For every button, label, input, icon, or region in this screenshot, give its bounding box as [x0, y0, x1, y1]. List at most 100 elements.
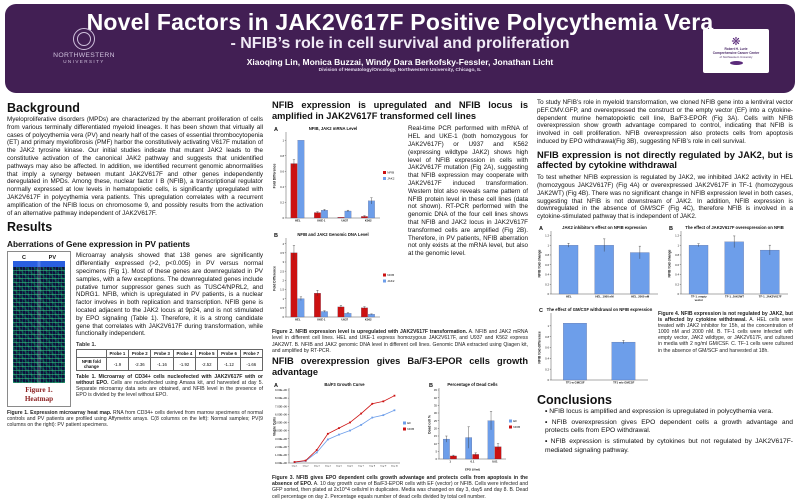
northwestern-seal-icon: [73, 28, 95, 50]
svg-text:15: 15: [434, 434, 438, 438]
svg-text:0.2: 0.2: [675, 282, 679, 286]
figure3-row: Ba/F3 Growth Curve A 0.00E+00 1.00E+06 2.00E…: [272, 380, 530, 473]
svg-text:35: 35: [434, 404, 438, 408]
svg-text:TF-1_JAK2WT: TF-1_JAK2WT: [725, 295, 744, 299]
svg-text:NFIB: NFIB: [407, 427, 414, 431]
svg-text:0: 0: [282, 315, 284, 319]
svg-text:NFIB: NFIB: [513, 425, 520, 429]
svg-text:Viable Cells: Viable Cells: [273, 417, 277, 436]
svg-text:vector: vector: [695, 298, 704, 302]
figure1-row: C PV Figure 1. Heatmap Microarray analys…: [7, 251, 264, 407]
lurie-line2: Comprehensive Cancer Center: [712, 51, 760, 56]
svg-text:A: A: [274, 127, 278, 133]
svg-text:NFIB fold difference: NFIB fold difference: [538, 331, 542, 363]
figure3-caption: Figure 3. NFIB gives EPO dependent cells…: [272, 475, 529, 500]
table1-header: Probe 7: [239, 349, 264, 359]
table1-cell: -1.66: [239, 357, 264, 372]
figure2-side-text: Real-time PCR performed with mRNA of HEL…: [408, 125, 528, 258]
table1-cell: -2.52: [194, 357, 219, 372]
svg-text:U937: U937: [341, 219, 348, 223]
fig3a-growth-curve-chart: Ba/F3 Growth Curve A 0.00E+00 1.00E+06 2.00E…: [272, 380, 424, 473]
fig2b-genomic-bar-chart: NFIB and JAK2 Genomic DNA Level B 0 0.5 1 1.5…: [272, 230, 404, 327]
conclusions-list: NFIB locus is amplified and expression i…: [545, 408, 793, 456]
svg-text:5.00E+06: 5.00E+06: [275, 421, 287, 425]
results-subheading: Aberrations of Gene expression in PV pat…: [7, 239, 191, 250]
svg-text:0: 0: [677, 292, 679, 296]
svg-text:0.1: 0.1: [471, 460, 475, 464]
svg-text:Dead cell %: Dead cell %: [428, 415, 432, 434]
poster-affiliation: Division of Hematology/Oncology, Northwe…: [318, 68, 482, 74]
svg-text:1: 1: [547, 243, 549, 247]
svg-text:0.6: 0.6: [675, 263, 679, 267]
svg-text:40: 40: [434, 396, 438, 400]
svg-text:0: 0: [547, 378, 549, 382]
poster-subtitle: - NFIB’s role in cell survival and proli…: [230, 35, 570, 53]
svg-text:A: A: [274, 383, 278, 389]
heatmap-label-c: C: [22, 255, 26, 262]
svg-text:4.00E+06: 4.00E+06: [275, 429, 287, 433]
svg-text:K562: K562: [365, 219, 372, 223]
fig4b-overexpression-chart: The effect of JAK2V617F overexpression o…: [667, 222, 793, 303]
svg-text:Day 9: Day 9: [380, 466, 386, 468]
heatmap-column-labels: C PV: [13, 255, 65, 261]
table1-header: Probe 4: [172, 349, 197, 359]
svg-text:NFIB: NFIB: [387, 171, 394, 175]
northwestern-university-label: UNIVERSITY: [63, 59, 105, 64]
svg-text:Fold Difference: Fold Difference: [273, 266, 277, 291]
svg-text:TF-1_JAK2V617F: TF-1_JAK2V617F: [759, 295, 782, 299]
svg-text:Day 2: Day 2: [303, 466, 309, 468]
svg-text:0.8: 0.8: [545, 335, 549, 339]
table1-cell: -1.12: [217, 357, 241, 372]
svg-text:0.4: 0.4: [280, 185, 284, 189]
svg-text:1: 1: [282, 139, 284, 143]
table1-cell: -1.9: [105, 357, 130, 372]
svg-text:3: 3: [282, 260, 284, 264]
conclusion-item: NFIB expression is stimulated by cytokin…: [545, 438, 793, 455]
svg-text:JAK2 inhibitor's effect on NFI: JAK2 inhibitor's effect on NFIB expressi…: [562, 225, 647, 230]
lurie-cancer-center-logo: ❋ Robert H. Lurie Comprehensive Cancer C…: [703, 29, 769, 73]
nfib-growth-heading: NFIB overexpression gives Ba/F3-EPOR cel…: [272, 355, 528, 377]
svg-text:0.2: 0.2: [545, 367, 549, 371]
lurie-logo-icon: ❋: [731, 36, 741, 49]
svg-text:20: 20: [434, 427, 438, 431]
svg-text:9.00E+06: 9.00E+06: [275, 388, 287, 392]
table1-header: Probe 6: [217, 349, 241, 359]
northwestern-name: NORTHWESTERN: [53, 52, 115, 59]
svg-text:0.8: 0.8: [545, 253, 549, 257]
svg-text:0.00E+00: 0.00E+00: [275, 461, 287, 465]
svg-text:0.6: 0.6: [545, 346, 549, 350]
table1-cell: -1.16: [150, 357, 174, 372]
svg-text:NFIB and JAK2 Genomic DNA Leve: NFIB and JAK2 Genomic DNA Level: [297, 232, 368, 237]
svg-text:Day 3: Day 3: [314, 466, 320, 468]
svg-text:Day 6: Day 6: [347, 466, 353, 468]
svg-text:B: B: [669, 226, 673, 232]
figure1-label: Figure 1. Heatmap: [24, 386, 54, 403]
figure1-caption: Figure 1. Expression microarray heat map…: [7, 409, 264, 428]
svg-text:Ba/F3 Growth Curve: Ba/F3 Growth Curve: [324, 382, 365, 387]
svg-text:HEL: HEL: [566, 295, 572, 299]
svg-text:EF: EF: [407, 421, 411, 425]
svg-text:2.00E+06: 2.00E+06: [275, 445, 287, 449]
svg-text:JAK2: JAK2: [387, 177, 395, 181]
svg-text:NFIB: NFIB: [387, 274, 394, 278]
svg-text:Day 4: Day 4: [325, 466, 331, 468]
figure1-heatmap-box: C PV Figure 1. Heatmap: [7, 251, 71, 407]
svg-text:HEL_2000 nM: HEL_2000 nM: [631, 295, 650, 299]
svg-text:C: C: [539, 308, 543, 314]
svg-text:7.00E+06: 7.00E+06: [275, 405, 287, 409]
svg-text:0.2: 0.2: [545, 282, 549, 286]
table1-header: Probe 2: [128, 349, 152, 359]
heatmap-image: [13, 261, 65, 384]
svg-text:0: 0: [547, 292, 549, 296]
table1-corner-cell: [76, 349, 107, 359]
svg-text:UKE-1: UKE-1: [317, 318, 326, 322]
svg-text:45: 45: [434, 388, 438, 392]
svg-text:Day 5: Day 5: [336, 466, 342, 468]
svg-text:Percentage of Dead Cells: Percentage of Dead Cells: [447, 382, 498, 387]
svg-text:Day 8: Day 8: [369, 466, 375, 468]
svg-text:The effect of JAK2V617F overex: The effect of JAK2V617F overexpression o…: [685, 225, 783, 230]
fig3b-dead-cells-chart: Percentage of Dead Cells B 0 5 10 15 20 25 30 35 4…: [427, 380, 530, 473]
background-heading: Background: [7, 101, 80, 115]
poster-title: Novel Factors in JAK2V617F Positive Poly…: [86, 9, 714, 35]
nfib-amplified-heading: NFIB expression is upregulated and NFIB …: [272, 100, 528, 121]
